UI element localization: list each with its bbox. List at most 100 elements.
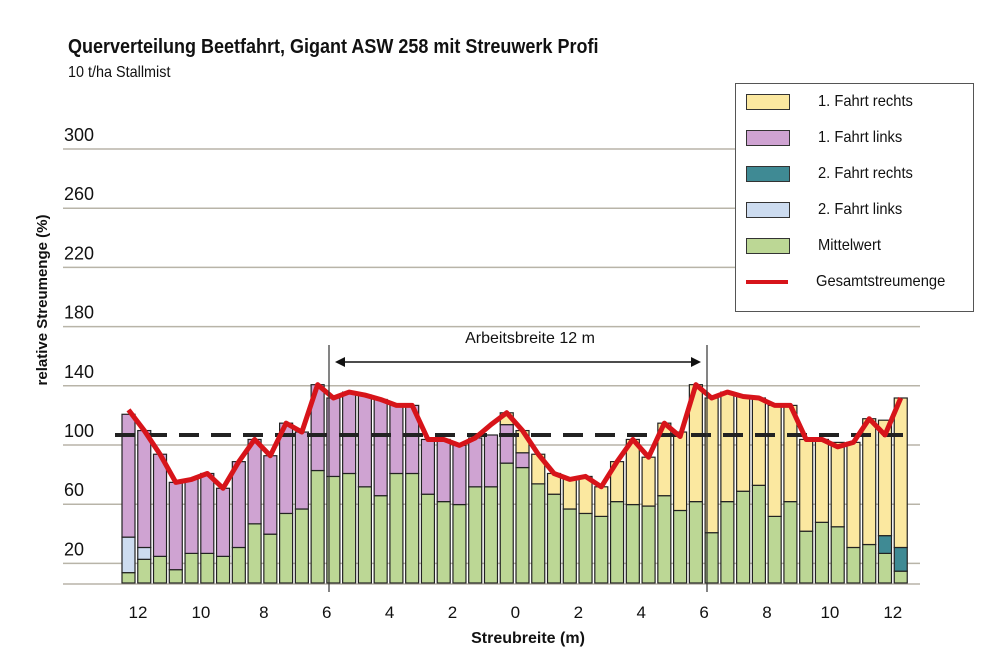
bar-33 — [625, 438, 640, 584]
bar-35 — [657, 422, 672, 584]
bar-segment-mittelwert — [247, 523, 262, 584]
bar-1 — [121, 413, 136, 584]
bar-segment-mittelwert — [405, 472, 420, 584]
bar-segment-mittelwert — [279, 512, 294, 584]
bar-6 — [200, 472, 215, 584]
bar-31 — [594, 486, 609, 584]
bar-segment-fahrt2-links — [137, 546, 152, 560]
bar-18 — [389, 404, 404, 584]
bar-5 — [184, 478, 199, 584]
legend-swatch — [746, 238, 790, 254]
bar-segment-mittelwert — [893, 570, 908, 584]
bar-19 — [405, 404, 420, 584]
bar-segment-mittelwert — [578, 512, 593, 584]
bar-segment-fahrt1-rechts — [877, 419, 893, 537]
y-tick-label: 60 — [64, 480, 84, 500]
bar-segment-mittelwert — [641, 505, 656, 584]
bar-segment-fahrt1-rechts — [736, 395, 751, 492]
bar-segment-mittelwert — [200, 552, 215, 584]
y-tick-label: 100 — [64, 421, 94, 441]
x-tick-label: 4 — [636, 603, 645, 622]
bar-15 — [342, 391, 357, 584]
bar-41 — [751, 397, 767, 584]
x-tick-label: 10 — [820, 603, 839, 622]
bar-39 — [720, 391, 735, 584]
bar-segment-mittelwert — [468, 486, 483, 584]
bar-segment-mittelwert — [121, 572, 136, 584]
bar-47 — [846, 441, 861, 584]
bar-43 — [783, 404, 798, 584]
bar-segment-fahrt1-links — [436, 438, 451, 503]
bar-segment-mittelwert — [594, 515, 609, 584]
legend-item-fahrt1-rechts: 1. Fahrt rechts — [746, 92, 921, 112]
bar-segment-fahrt1-rechts — [767, 404, 782, 517]
bar-segment-fahrt1-rechts — [830, 441, 845, 528]
legend-item-mittelwert: Mittelwert — [746, 236, 886, 256]
bar-segment-mittelwert — [231, 546, 246, 584]
bar-segment-fahrt1-links — [247, 438, 262, 525]
gesamtstreumenge-line — [126, 382, 904, 491]
bar-segment-fahrt1-links — [515, 452, 530, 469]
bar-44 — [799, 438, 814, 584]
bar-segment-fahrt1-rechts — [672, 431, 688, 512]
working-width-label: Arbeitsbreite 12 m — [465, 330, 595, 347]
bar-segment-mittelwert — [657, 495, 672, 584]
bar-segment-mittelwert — [499, 462, 514, 584]
bar-segment-mittelwert — [531, 483, 546, 584]
legend-swatch — [746, 280, 788, 284]
legend-item-gesamtstreumenge: Gesamtstreumenge — [746, 272, 957, 292]
bar-segment-fahrt1-links — [357, 394, 372, 488]
bar-segment-fahrt1-links — [137, 429, 152, 549]
bar-segment-fahrt1-links — [294, 431, 309, 510]
bar-segment-fahrt1-rechts — [641, 456, 656, 507]
bar-segment-fahrt1-links — [468, 437, 483, 488]
legend: 1. Fahrt rechts 1. Fahrt links 2. Fahrt … — [735, 83, 974, 312]
bar-36 — [672, 431, 688, 584]
bar-segment-mittelwert — [137, 558, 152, 584]
x-tick-label: 8 — [762, 603, 771, 622]
bar-segment-fahrt1-links — [373, 398, 388, 497]
legend-label: Gesamtstreumenge — [816, 273, 946, 290]
bar-segment-mittelwert — [515, 466, 530, 584]
bar-segment-mittelwert — [720, 501, 735, 584]
y-tick-label: 260 — [64, 184, 94, 204]
bar-segment-fahrt1-links — [121, 413, 136, 538]
bar-14 — [326, 397, 341, 584]
bar-segment-fahrt1-links — [152, 453, 168, 557]
bar-segment-mittelwert — [436, 501, 451, 584]
x-tick-label: 10 — [191, 603, 210, 622]
legend-label: 1. Fahrt rechts — [818, 93, 913, 110]
bar-segment-mittelwert — [625, 503, 640, 584]
bar-segment-fahrt1-rechts — [594, 486, 609, 517]
bar-segment-mittelwert — [688, 501, 703, 584]
bar-segment-mittelwert — [294, 508, 309, 584]
legend-swatch — [746, 202, 790, 218]
bar-segment-mittelwert — [672, 509, 688, 584]
bar-27 — [531, 453, 546, 584]
bar-segment-mittelwert — [420, 493, 436, 584]
bar-segment-fahrt1-rechts — [846, 441, 861, 549]
x-tick-label: 6 — [699, 603, 708, 622]
bar-segment-fahrt1-links — [452, 444, 467, 506]
bar-9 — [247, 438, 262, 584]
bar-12 — [294, 431, 309, 584]
bar-40 — [736, 395, 751, 584]
legend-swatch — [746, 130, 790, 146]
y-tick-label: 20 — [64, 539, 84, 559]
bar-segment-mittelwert — [736, 490, 751, 584]
bar-23 — [468, 437, 483, 584]
working-width-arrow — [335, 357, 701, 367]
y-tick-label: 220 — [64, 243, 94, 263]
bar-segment-mittelwert — [483, 486, 499, 584]
bar-26 — [515, 429, 530, 584]
bar-segment-mittelwert — [783, 501, 798, 584]
bar-2 — [137, 429, 152, 584]
bar-13 — [310, 384, 325, 584]
bar-segment-fahrt1-links — [389, 404, 404, 475]
bar-segment-mittelwert — [357, 486, 372, 584]
chart-subtitle: 10 t/ha Stallmist — [68, 64, 171, 81]
bar-37 — [688, 384, 703, 584]
y-axis-label: relative Streumenge (%) — [34, 215, 51, 386]
bar-46 — [830, 441, 845, 584]
bar-segment-fahrt2-rechts — [893, 546, 908, 572]
